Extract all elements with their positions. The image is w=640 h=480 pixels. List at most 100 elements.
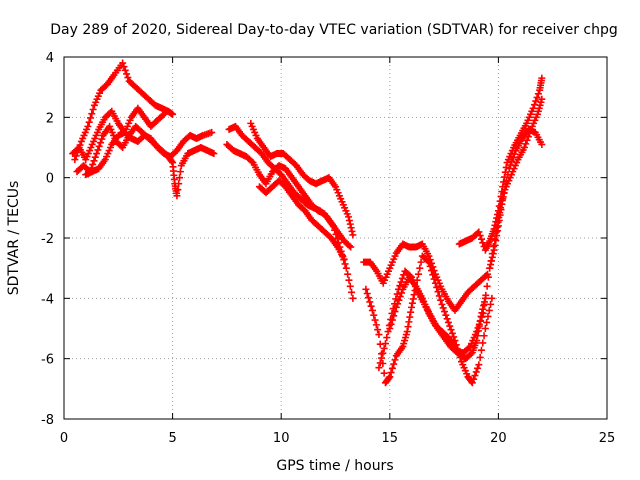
data-point (394, 300, 402, 308)
data-point (472, 368, 480, 376)
data-point (468, 379, 476, 387)
data-point (497, 206, 505, 214)
data-point (483, 282, 491, 290)
data-point (474, 327, 482, 335)
data-point (533, 93, 541, 101)
data-point (538, 74, 546, 82)
axis-ticks: 0 5 10 15 20 25 -8 -6 -4 -2 0 2 4 (41, 51, 615, 446)
data-point (475, 361, 483, 369)
data-point (362, 285, 370, 293)
data-point (477, 235, 485, 243)
data-point (345, 242, 353, 250)
data-point (371, 316, 379, 324)
data-point (365, 294, 373, 302)
data-point (159, 112, 167, 120)
data-point (477, 312, 485, 320)
data-point (346, 220, 354, 228)
data-point (479, 339, 487, 347)
data-point (538, 140, 546, 148)
data-point (71, 156, 79, 164)
data-point (98, 135, 106, 143)
data-point (438, 300, 446, 308)
data-point (471, 372, 479, 380)
data-point (410, 291, 418, 299)
data-point (395, 296, 403, 304)
data-point (86, 114, 94, 122)
data-point (484, 273, 492, 281)
data-point (348, 288, 356, 296)
series-track-12 (386, 273, 489, 363)
data-point (168, 157, 176, 165)
series-track-15 (486, 125, 546, 272)
data-point (349, 294, 357, 302)
data-point (504, 171, 512, 179)
data-point (479, 239, 487, 247)
data-point (344, 270, 352, 278)
data-point (346, 282, 354, 290)
data-point (380, 344, 388, 352)
data-point (481, 294, 489, 302)
x-axis-label: GPS time / hours (276, 458, 393, 474)
data-point (416, 264, 424, 272)
y-tick-label: -6 (41, 353, 54, 368)
data-point (499, 195, 507, 203)
data-point (383, 334, 391, 342)
data-point (347, 243, 355, 251)
data-point (386, 325, 394, 332)
data-point (431, 279, 439, 287)
data-point (90, 157, 98, 165)
data-point (446, 322, 454, 330)
data-point (474, 364, 482, 372)
data-point (522, 140, 530, 148)
series-track-8 (255, 177, 348, 263)
data-point (501, 183, 509, 191)
data-point (475, 228, 483, 236)
data-point (248, 157, 256, 165)
data-point (93, 150, 101, 158)
data-point (493, 232, 501, 240)
data-point (367, 302, 375, 310)
x-tick-label: 10 (273, 431, 290, 446)
grid (64, 57, 607, 419)
data-point (500, 189, 508, 197)
data-point (366, 298, 374, 306)
data-point (448, 329, 456, 337)
data-point (345, 217, 353, 225)
data-point (375, 364, 383, 372)
chart-title: Day 289 of 2020, Sidereal Day-to-day VTE… (50, 22, 618, 38)
data-point (473, 337, 481, 345)
data-point (510, 150, 518, 158)
data-point (426, 262, 434, 270)
data-point (435, 292, 443, 300)
data-point (378, 350, 386, 358)
data-point (475, 322, 483, 330)
data-point (489, 250, 497, 258)
data-point (520, 144, 528, 151)
data-point (175, 180, 183, 188)
y-tick-label: 0 (46, 172, 54, 187)
data-point (509, 154, 517, 162)
data-point (508, 157, 516, 165)
data-point (95, 142, 103, 150)
data-point (160, 110, 168, 118)
data-point (433, 283, 441, 291)
data-point (495, 217, 503, 225)
data-point (404, 323, 412, 331)
data-point (91, 153, 99, 161)
data-point (447, 326, 455, 334)
data-point (538, 95, 546, 103)
data-point (124, 74, 132, 82)
data-point (492, 236, 500, 244)
data-points (69, 59, 546, 387)
data-point (485, 306, 493, 314)
data-point (385, 374, 393, 382)
series-track-1 (71, 59, 177, 164)
data-point (398, 274, 406, 282)
data-point (444, 318, 452, 326)
data-point (372, 321, 380, 329)
data-point (414, 270, 422, 278)
data-point (380, 369, 388, 377)
data-point (425, 258, 433, 266)
data-point (345, 213, 353, 221)
